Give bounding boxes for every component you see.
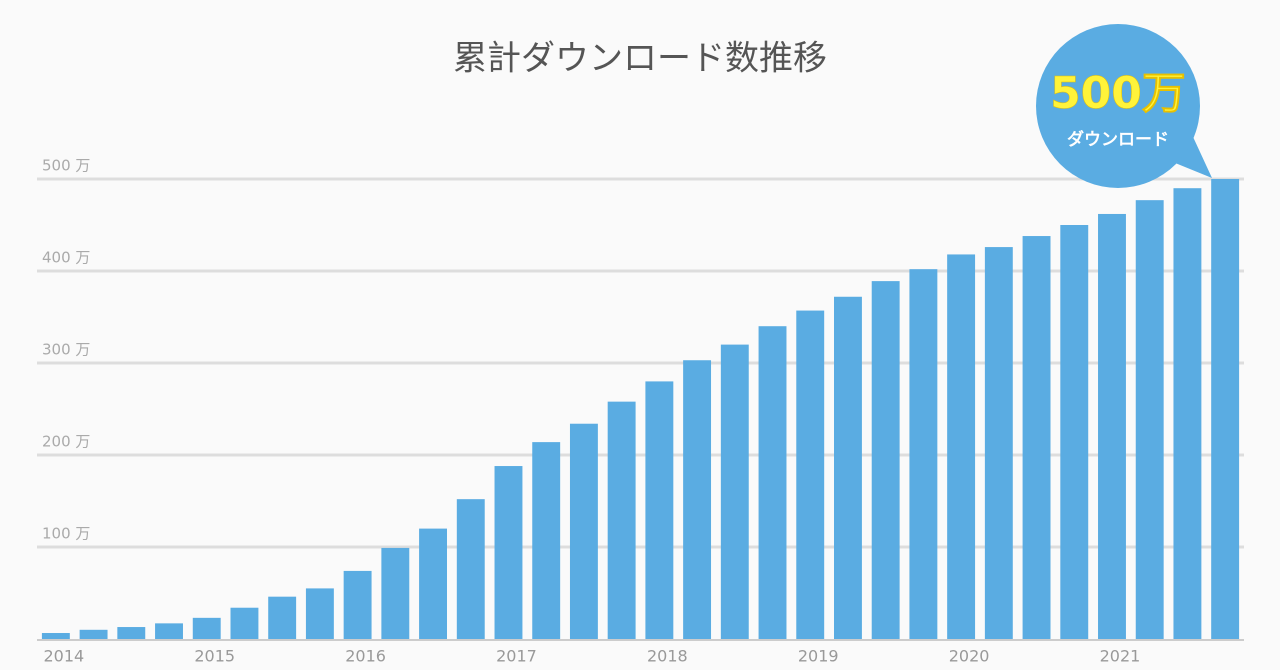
bar [607,401,636,639]
bar [41,633,70,639]
x-tick-label: 2016 [345,647,386,666]
bar [79,629,108,639]
bar [117,627,146,639]
bar [305,588,334,639]
bar [532,442,561,639]
bar [796,310,825,639]
x-tick-label: 2014 [44,647,85,666]
x-tick-label: 2019 [798,647,839,666]
bar [1135,200,1164,639]
x-tick-label: 2020 [949,647,990,666]
bar [871,281,900,639]
y-tick-label: 400 万 [42,249,90,267]
bar [192,617,221,639]
bar [494,466,523,639]
bar [1211,179,1240,639]
bar [947,254,976,639]
bar [268,596,297,639]
y-tick-label: 200 万 [42,433,90,451]
bar [419,528,448,639]
bar [456,499,485,639]
bar [984,247,1013,639]
y-tick-label: 300 万 [42,341,90,359]
chart-title: 累計ダウンロード数推移 [453,39,827,79]
callout-bubble [1036,24,1200,188]
y-tick-label: 100 万 [42,525,90,543]
x-tick-label: 2015 [194,647,235,666]
bar [343,570,372,639]
y-tick-label: 500 万 [42,157,90,175]
bar [909,269,938,639]
x-tick-label: 2018 [647,647,688,666]
bar [381,547,410,639]
bar [155,623,183,639]
bar [683,360,712,639]
callout-headline: 500万 [1050,68,1186,119]
bar [645,381,674,639]
bar [833,296,862,639]
bar [1022,236,1051,640]
bar [230,607,259,639]
bar [569,423,598,639]
x-tick-label: 2021 [1100,647,1141,666]
bar [758,326,787,639]
x-tick-label: 2017 [496,647,537,666]
bar [1173,188,1202,639]
bar [1060,225,1089,639]
bar [1098,213,1126,639]
callout-caption: ダウンロード [1067,129,1169,150]
bar [720,344,749,639]
